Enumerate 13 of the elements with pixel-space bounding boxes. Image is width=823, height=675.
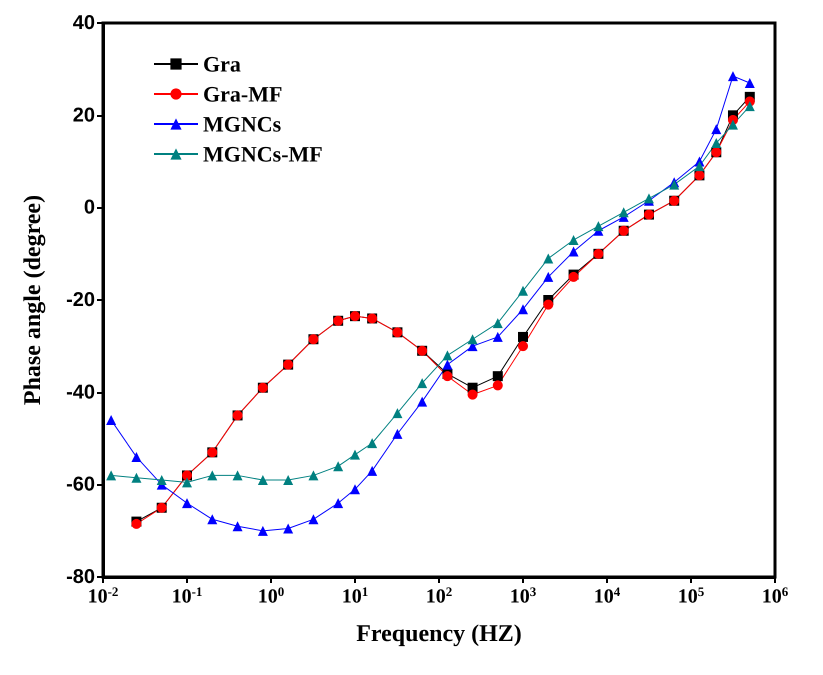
x-axis-title: Frequency (HZ) [356, 621, 522, 647]
y-axis-title: Phase angle (degree) [20, 194, 46, 406]
y-tick-label: -20 [66, 289, 95, 311]
y-tick-label: 20 [72, 104, 95, 126]
y-tick-label: 0 [84, 196, 95, 219]
y-tick-label: -60 [66, 474, 95, 496]
y-tick-label: -40 [66, 381, 95, 404]
legend-label: MGNCs-MF [203, 142, 323, 166]
y-tick-label: -80 [66, 566, 95, 588]
legend-label: Gra [203, 52, 241, 76]
y-tick-label: 40 [72, 12, 95, 34]
legend-label: Gra-MF [203, 82, 282, 106]
legend-label: MGNCs [203, 112, 282, 136]
